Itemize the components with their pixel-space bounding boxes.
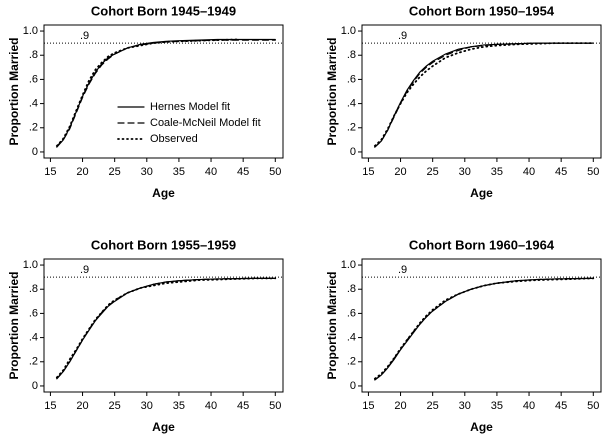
y-tick-label: 0 xyxy=(350,146,356,158)
chart-title: Cohort Born 1955–1959 xyxy=(91,237,236,252)
x-tick-label: 15 xyxy=(44,400,56,412)
legend-label: Observed xyxy=(150,133,198,145)
x-axis-label: Age xyxy=(152,420,175,434)
x-tick-label: 15 xyxy=(362,166,374,178)
x-tick-label: 45 xyxy=(555,400,567,412)
x-tick-label: 30 xyxy=(141,166,153,178)
x-tick-label: 35 xyxy=(173,400,185,412)
x-tick-label: 20 xyxy=(76,400,88,412)
y-tick-label: 1.0 xyxy=(23,25,38,37)
x-tick-label: 25 xyxy=(427,166,439,178)
y-tick-label: 1.0 xyxy=(341,259,356,271)
plot-frame xyxy=(361,24,602,159)
series-line xyxy=(373,42,595,147)
series-line xyxy=(374,277,594,381)
series-line xyxy=(56,38,276,148)
x-tick-label: 40 xyxy=(205,400,217,412)
y-tick-label: .4 xyxy=(29,331,38,343)
y-tick-label: .8 xyxy=(29,49,38,61)
y-tick-label: .2 xyxy=(347,356,356,368)
chart-title: Cohort Born 1945–1949 xyxy=(91,3,236,18)
reference-label: .9 xyxy=(398,30,407,42)
y-tick-label: .2 xyxy=(347,122,356,134)
x-tick-label: 35 xyxy=(491,400,503,412)
series-line xyxy=(374,277,594,381)
x-tick-label: 30 xyxy=(141,400,153,412)
x-axis-label: Age xyxy=(470,186,493,200)
reference-label: .9 xyxy=(80,264,89,276)
x-tick-label: 45 xyxy=(237,400,249,412)
y-tick-label: .8 xyxy=(29,283,38,295)
reference-label: .9 xyxy=(398,264,407,276)
x-tick-label: 50 xyxy=(269,166,281,178)
y-tick-label: .4 xyxy=(347,331,356,343)
x-tick-label: 45 xyxy=(555,166,567,178)
y-tick-label: 1.0 xyxy=(341,25,356,37)
x-tick-label: 35 xyxy=(173,166,185,178)
series-line xyxy=(373,277,595,380)
y-tick-label: .2 xyxy=(29,356,38,368)
y-tick-label: .8 xyxy=(347,283,356,295)
panel: Cohort Born 1950–1954 Age Proportion Marri… xyxy=(325,3,602,200)
x-tick-label: 50 xyxy=(269,400,281,412)
series-line xyxy=(55,277,277,379)
panel: Cohort Born 1945–1949 Age Proportion Marri… xyxy=(7,3,284,200)
y-axis-label: Proportion Married xyxy=(325,271,339,379)
y-tick-label: 0 xyxy=(32,146,38,158)
y-tick-label: .4 xyxy=(29,97,38,109)
x-tick-label: 40 xyxy=(205,166,217,178)
x-tick-label: 25 xyxy=(109,166,121,178)
y-tick-label: 0 xyxy=(32,380,38,392)
x-tick-label: 45 xyxy=(237,166,249,178)
y-tick-label: .8 xyxy=(347,49,356,61)
chart-title: Cohort Born 1960–1964 xyxy=(409,237,555,252)
y-tick-label: 0 xyxy=(350,380,356,392)
y-tick-label: .6 xyxy=(347,73,356,85)
plot-frame xyxy=(43,258,284,393)
x-tick-label: 40 xyxy=(523,400,535,412)
y-tick-label: .6 xyxy=(347,307,356,319)
y-tick-label: .4 xyxy=(347,97,356,109)
series-line xyxy=(56,39,276,147)
series-line xyxy=(374,42,594,148)
x-tick-label: 20 xyxy=(76,166,88,178)
x-tick-label: 15 xyxy=(362,400,374,412)
y-axis-label: Proportion Married xyxy=(7,271,21,379)
series-line xyxy=(374,42,594,148)
plot-frame xyxy=(43,24,284,159)
series-line xyxy=(55,38,238,147)
x-tick-label: 20 xyxy=(394,400,406,412)
x-tick-label: 25 xyxy=(427,400,439,412)
y-tick-label: .6 xyxy=(29,307,38,319)
x-tick-label: 20 xyxy=(394,166,406,178)
x-tick-label: 15 xyxy=(44,166,56,178)
legend-label: Hernes Model fit xyxy=(150,101,230,113)
x-tick-label: 35 xyxy=(491,166,503,178)
y-axis-label: Proportion Married xyxy=(325,37,339,145)
chart-title: Cohort Born 1950–1954 xyxy=(409,3,555,18)
x-tick-label: 25 xyxy=(109,400,121,412)
y-tick-label: 1.0 xyxy=(23,259,38,271)
reference-label: .9 xyxy=(80,30,89,42)
y-axis-label: Proportion Married xyxy=(7,37,21,145)
y-tick-label: .2 xyxy=(29,122,38,134)
x-tick-label: 50 xyxy=(587,166,599,178)
x-axis-label: Age xyxy=(470,420,493,434)
x-axis-label: Age xyxy=(152,186,175,200)
x-tick-label: 50 xyxy=(587,400,599,412)
panel: Cohort Born 1955–1959 Age Proportion Marri… xyxy=(7,237,284,434)
panel: Cohort Born 1960–1964 Age Proportion Marri… xyxy=(325,237,602,434)
x-tick-label: 30 xyxy=(459,166,471,178)
plot-frame xyxy=(361,258,602,393)
x-tick-label: 40 xyxy=(523,166,535,178)
legend-label: Coale-McNeil Model fit xyxy=(150,117,261,129)
x-tick-label: 30 xyxy=(459,400,471,412)
y-tick-label: .6 xyxy=(29,73,38,85)
